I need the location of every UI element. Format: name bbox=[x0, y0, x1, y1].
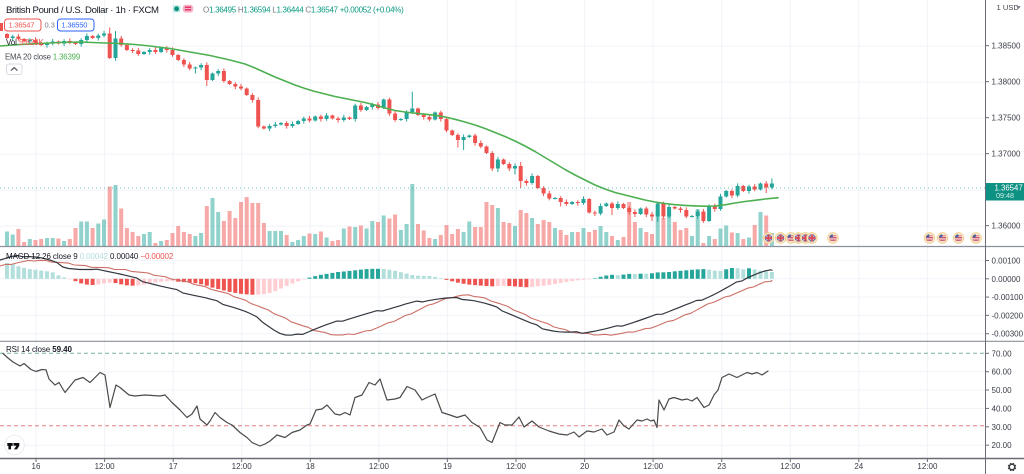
svg-text:0.00100: 0.00100 bbox=[992, 257, 1021, 266]
svg-text:40.00: 40.00 bbox=[992, 404, 1013, 413]
svg-text:12:00: 12:00 bbox=[780, 462, 801, 471]
svg-text:1 USD: 1 USD bbox=[997, 3, 1020, 12]
svg-text:1.36550: 1.36550 bbox=[62, 21, 88, 30]
svg-text:1.37500: 1.37500 bbox=[992, 114, 1021, 123]
svg-text:EMA 20 close 1.36399: EMA 20 close 1.36399 bbox=[5, 53, 80, 62]
svg-text:1.38500: 1.38500 bbox=[992, 42, 1021, 51]
svg-text:-0.00300: -0.00300 bbox=[992, 330, 1024, 339]
svg-text:12:00: 12:00 bbox=[369, 462, 390, 471]
svg-text:1.36000: 1.36000 bbox=[992, 222, 1021, 231]
svg-text:1.36547: 1.36547 bbox=[995, 184, 1023, 193]
svg-text:23: 23 bbox=[717, 462, 726, 471]
svg-text:-0.00200: -0.00200 bbox=[992, 311, 1024, 320]
svg-text:12:00: 12:00 bbox=[95, 462, 116, 471]
svg-text:RSI 14 close 59.40: RSI 14 close 59.40 bbox=[6, 345, 72, 354]
svg-text:50.00: 50.00 bbox=[992, 386, 1013, 395]
svg-text:MACD 12 26 close 9 0.00042 0.0: MACD 12 26 close 9 0.00042 0.00040 −0.00… bbox=[6, 252, 174, 261]
svg-text:0.3: 0.3 bbox=[45, 21, 55, 30]
svg-text:1.37000: 1.37000 bbox=[992, 150, 1021, 159]
svg-text:19: 19 bbox=[443, 462, 452, 471]
svg-text:Vol 5.826K: Vol 5.826K bbox=[6, 38, 44, 47]
svg-text:30.00: 30.00 bbox=[992, 423, 1013, 432]
svg-text:British Pound / U.S. Dollar ·: British Pound / U.S. Dollar · 1h · FXCM bbox=[6, 5, 159, 16]
svg-text:17: 17 bbox=[169, 462, 178, 471]
svg-text:O1.36495 H1.36594 L1.36444 C1.: O1.36495 H1.36594 L1.36444 C1.36547 +0.0… bbox=[203, 6, 404, 15]
svg-text:60.00: 60.00 bbox=[992, 368, 1013, 377]
svg-text:12:00: 12:00 bbox=[232, 462, 253, 471]
svg-text:-0.00100: -0.00100 bbox=[992, 293, 1024, 302]
svg-text:12:00: 12:00 bbox=[506, 462, 527, 471]
svg-text:12:00: 12:00 bbox=[917, 462, 938, 471]
svg-text:16: 16 bbox=[32, 462, 41, 471]
svg-text:0.00000: 0.00000 bbox=[992, 275, 1021, 284]
svg-text:09:48: 09:48 bbox=[996, 191, 1014, 200]
svg-text:18: 18 bbox=[306, 462, 315, 471]
svg-text:24: 24 bbox=[854, 462, 863, 471]
svg-text:20: 20 bbox=[580, 462, 589, 471]
svg-text:1.36547: 1.36547 bbox=[9, 21, 35, 30]
svg-text:12:00: 12:00 bbox=[643, 462, 664, 471]
svg-text:20.00: 20.00 bbox=[992, 441, 1013, 450]
svg-text:70.00: 70.00 bbox=[992, 349, 1013, 358]
svg-text:1.38000: 1.38000 bbox=[992, 78, 1021, 87]
